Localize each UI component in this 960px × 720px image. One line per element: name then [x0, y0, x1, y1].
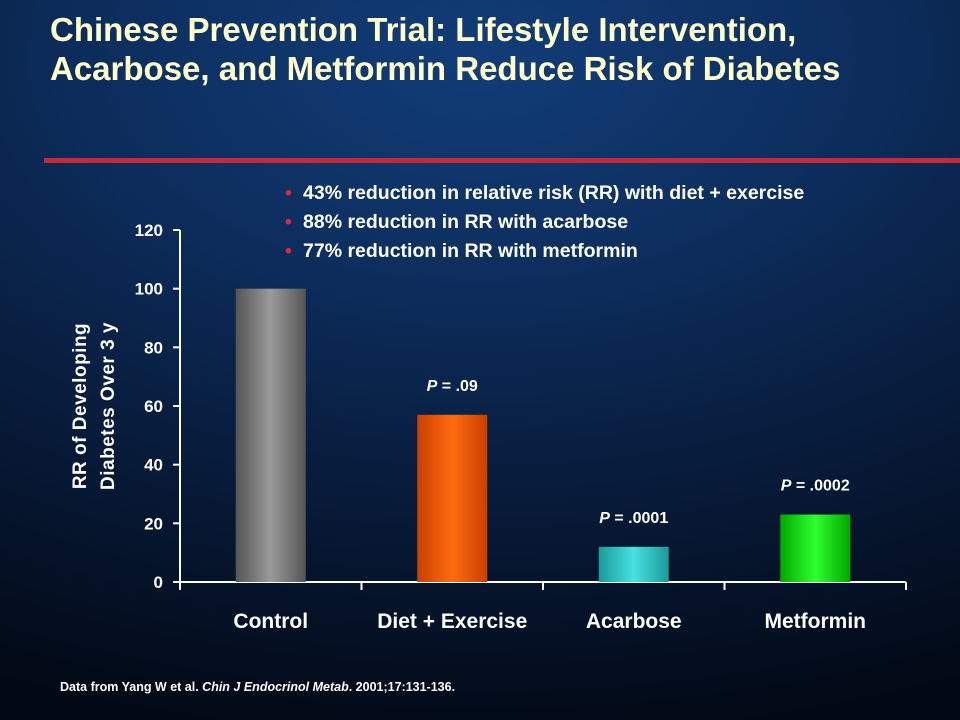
- citation: Data from Yang W et al. Chin J Endocrino…: [60, 680, 455, 694]
- bar: [235, 288, 306, 582]
- slide-title: Chinese Prevention Trial: Lifestyle Inte…: [50, 11, 841, 87]
- p-value-annotation: P = .0002: [781, 478, 850, 495]
- p-value-symbol: P: [781, 478, 792, 495]
- p-value-symbol: P: [427, 378, 438, 395]
- y-tick-label: 40: [144, 456, 163, 475]
- x-category-label: Metformin: [765, 610, 867, 633]
- y-tick-label: 60: [144, 397, 163, 416]
- p-value-annotation: P = .09: [427, 378, 478, 395]
- y-tick-label: 20: [144, 514, 163, 533]
- finding-diet-exercise: 43% reduction in relative risk (RR) with…: [285, 179, 804, 208]
- y-tick-label: 120: [135, 221, 163, 240]
- x-category-label: Diet + Exercise: [377, 610, 527, 633]
- citation-journal: Chin J Endocrinol Metab: [202, 680, 349, 694]
- p-value-symbol: P: [599, 510, 610, 527]
- x-category-label: Control: [233, 610, 308, 633]
- y-axis-label-line: RR of Developing: [70, 323, 91, 489]
- p-value-number: = .0001: [610, 510, 668, 527]
- p-value-number: = .0002: [791, 478, 849, 495]
- finding-acarbose: 88% reduction in RR with acarbose: [285, 208, 804, 237]
- p-value-annotation: P = .0001: [599, 510, 668, 527]
- y-axis-label: RR of Developing Diabetes Over 3 y: [70, 322, 119, 490]
- y-tick-label: 80: [144, 338, 163, 357]
- bar: [780, 514, 851, 582]
- x-category-label: Acarbose: [586, 610, 682, 633]
- y-axis-label-line: Diabetes Over 3 y: [98, 322, 119, 490]
- title-divider: [44, 158, 960, 163]
- citation-prefix: Data from Yang W et al.: [60, 680, 203, 694]
- bar: [417, 414, 488, 582]
- bar: [598, 546, 669, 582]
- y-tick-label: 0: [154, 573, 163, 592]
- relative-risk-bar-chart: 0 20 40 60 80 100 120 RR of Developing Diabetes …: [70, 221, 907, 633]
- citation-suffix: . 2001;17:131-136.: [348, 680, 456, 694]
- key-findings-list: 43% reduction in relative risk (RR) with…: [285, 179, 804, 266]
- y-tick-label: 100: [135, 280, 163, 299]
- finding-metformin: 77% reduction in RR with metformin: [285, 237, 804, 266]
- p-value-number: = .09: [437, 378, 478, 395]
